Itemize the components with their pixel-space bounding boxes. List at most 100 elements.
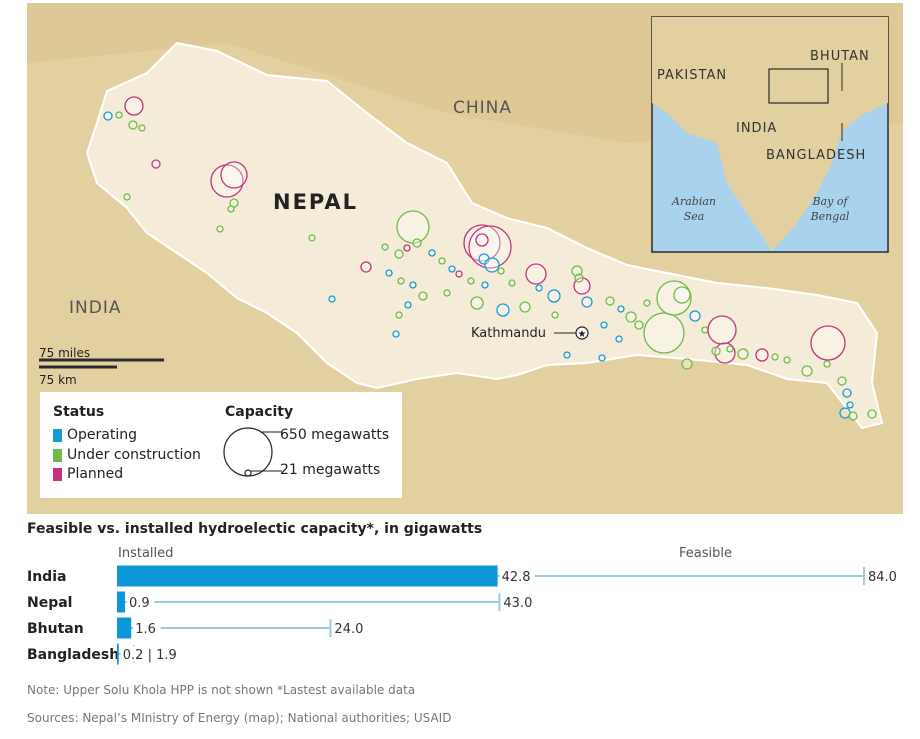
project-circle xyxy=(673,286,691,304)
project-circle xyxy=(574,273,584,283)
nepal-shape xyxy=(85,41,884,430)
project-circle xyxy=(600,321,608,329)
legend-planned: Planned xyxy=(53,466,123,482)
project-circle xyxy=(615,335,623,343)
project-circle xyxy=(418,291,428,301)
category-label: Nepal xyxy=(27,595,72,611)
inset-nepal-box xyxy=(768,68,829,104)
project-circle xyxy=(605,296,615,306)
map-legend: Status Operating Under construction Plan… xyxy=(40,392,402,498)
construction-swatch xyxy=(53,448,62,462)
project-circle xyxy=(124,96,144,116)
project-circle xyxy=(497,267,505,275)
project-circle xyxy=(508,279,516,287)
feasible-value-label: 24.0 xyxy=(334,622,363,637)
capacity-title: Capacity xyxy=(225,404,294,420)
installed-bar xyxy=(117,617,132,639)
cap-large-label: 650 megawatts xyxy=(280,427,390,443)
project-circle xyxy=(227,205,235,213)
installed-bar xyxy=(117,565,498,587)
project-circle xyxy=(394,249,404,259)
project-circle xyxy=(220,161,248,189)
project-circle xyxy=(428,249,436,257)
svg-text:★: ★ xyxy=(578,329,587,340)
project-circle xyxy=(563,351,571,359)
project-circle xyxy=(216,225,224,233)
scale-miles-label: 75 miles xyxy=(39,346,90,360)
inset-map: PAKISTAN BHUTAN INDIA BANGLADESH Arabian… xyxy=(651,16,889,253)
installed-label-bg xyxy=(120,646,195,662)
project-circle xyxy=(448,265,456,273)
project-circle xyxy=(484,257,500,273)
project-circle xyxy=(525,263,547,285)
project-circles xyxy=(103,96,877,421)
capital-marker xyxy=(575,326,589,340)
project-circle xyxy=(867,409,877,419)
inset-india: INDIA xyxy=(736,121,777,136)
installed-value-label: 1.6 xyxy=(135,622,156,637)
sources: Sources: Nepal’s MInistry of Energy (map… xyxy=(27,711,452,725)
project-circle xyxy=(151,159,161,169)
feasible-header: Feasible xyxy=(679,546,732,561)
project-circle xyxy=(519,301,531,313)
project-circle xyxy=(128,120,138,130)
project-circle xyxy=(643,299,651,307)
project-circle xyxy=(714,342,736,364)
legend-operating-label: Operating xyxy=(67,427,137,443)
project-circle xyxy=(210,164,244,198)
project-circle xyxy=(755,348,769,362)
project-circle xyxy=(455,270,463,278)
project-circle xyxy=(689,310,701,322)
project-circle xyxy=(598,354,606,362)
legend-construction: Under construction xyxy=(53,447,201,463)
project-circle xyxy=(103,111,113,121)
project-circle xyxy=(385,269,393,277)
project-circle xyxy=(475,233,489,247)
footnote: Note: Upper Solu Khola HPP is not shown … xyxy=(27,683,416,697)
installed-value-label: 0.9 xyxy=(129,596,150,611)
arabian-sea-1: Arabian xyxy=(671,195,716,208)
project-circle xyxy=(397,277,405,285)
installed-label-bg xyxy=(133,620,161,636)
project-circle xyxy=(842,388,852,398)
china-label: CHINA xyxy=(453,98,512,118)
project-circle xyxy=(823,360,831,368)
operating-swatch xyxy=(53,428,62,442)
feasible-value-label: 43.0 xyxy=(503,596,532,611)
project-circle xyxy=(308,234,316,242)
map: 75 miles 75 km CHINA INDIA NEPAL Kathman… xyxy=(27,3,903,514)
project-circle xyxy=(123,193,131,201)
scale-km-label: 75 km xyxy=(39,373,77,387)
project-circle xyxy=(496,303,510,317)
project-circle xyxy=(115,111,123,119)
project-circle xyxy=(392,330,400,338)
planned-swatch xyxy=(53,467,62,481)
project-circle xyxy=(846,401,854,409)
nepal-label: NEPAL xyxy=(273,190,358,214)
category-label: Bhutan xyxy=(27,621,84,637)
installed-value-label: 42.8 xyxy=(502,570,531,585)
status-title: Status xyxy=(53,404,105,420)
installed-label-bg xyxy=(127,594,155,610)
legend-planned-label: Planned xyxy=(67,466,124,482)
project-circle xyxy=(837,376,847,386)
capital-label: Kathmandu xyxy=(471,326,546,341)
arabian-sea-2: Sea xyxy=(684,210,705,223)
installed-header: Installed xyxy=(118,546,174,561)
project-circle xyxy=(138,124,146,132)
project-circle xyxy=(328,295,336,303)
project-circle xyxy=(551,311,559,319)
project-circle xyxy=(634,320,644,330)
bay-of-bengal-2: Bengal xyxy=(810,210,850,223)
project-circle xyxy=(360,261,372,273)
cap-small-label: 21 megawatts xyxy=(280,462,381,478)
installed-value-label: 0.2 | 1.9 xyxy=(123,648,177,663)
project-circle xyxy=(404,301,412,309)
project-circle xyxy=(443,289,451,297)
project-circle xyxy=(467,277,475,285)
project-circle xyxy=(438,257,446,265)
feasible-value-label: 84.0 xyxy=(868,570,897,585)
legend-construction-label: Under construction xyxy=(67,447,201,463)
project-circle xyxy=(681,358,693,370)
